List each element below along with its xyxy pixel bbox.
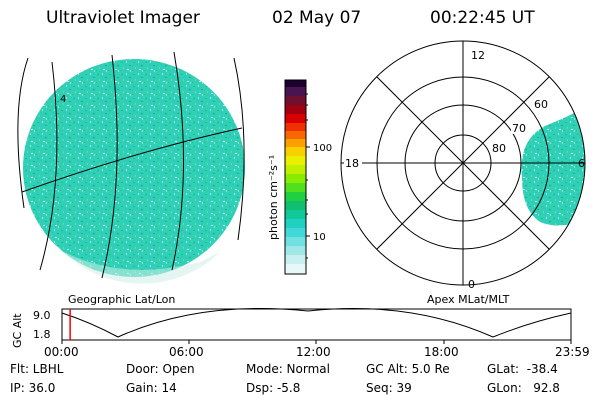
polar-panel-caption: Apex MLat/MLT [427,293,510,306]
instrument-title: Ultraviolet Imager [46,8,200,28]
glon-readout: GLon: 92.8 [487,381,560,395]
gc-alt-readout: GC Alt: 5.0 Re [366,362,450,376]
mlt-label-18: 18 [345,157,359,170]
geo-grid-lines [17,51,245,279]
date-label: 02 May 07 [272,8,362,28]
door-readout: Door: Open [126,362,195,376]
dsp-readout: Dsp: -5.8 [246,381,301,395]
timeline-xtick-1800: 18:00 [424,345,459,359]
colorbar-tick-10: 10 [313,232,326,243]
timeline-xtick-0000: 00:00 [44,345,79,359]
polar-emission-region [521,110,585,226]
gain-readout: Gain: 14 [126,381,177,395]
mlt-label-6: 6 [578,157,585,170]
geo-image-panel: 4 [17,51,245,284]
colorbar-tick-100: 100 [313,143,332,154]
time-label: 00:22:45 UT [430,8,535,28]
lat-label-70: 70 [512,122,526,135]
seq-readout: Seq: 39 [366,381,412,395]
lat-label-80: 80 [492,142,506,155]
mlt-label-12: 12 [471,49,485,62]
altitude-curve [61,307,572,338]
geo-panel-caption: Geographic Lat/Lon [68,293,175,306]
timeline-frame [61,308,572,341]
colorbar: 100 10 photon cm⁻²s⁻¹ [267,79,332,275]
timeline-ytick-low: 1.8 [33,328,51,341]
timeline-xtick-1200: 12:00 [296,345,331,359]
ip-readout: IP: 36.0 [10,381,56,395]
colorbar-unit-label: photon cm⁻²s⁻¹ [267,155,280,240]
timeline-xtick-0600: 06:00 [169,345,204,359]
timeline-xtick-2359: 23:59 [555,345,590,359]
lat-label-60: 60 [534,98,548,111]
geo-emission-disk [23,59,245,277]
altitude-timeline: GC Alt 9.0 1.8 00:00 06:00 12:00 18:00 2… [11,307,590,359]
polar-panel: 12 18 6 0 60 70 80 [340,40,586,291]
mlt-label-0: 0 [468,278,475,291]
geo-marker-label: 4 [60,94,66,105]
geo-disk-limb [50,236,220,284]
filter-readout: Flt: LBHL [10,362,64,376]
mode-readout: Mode: Normal [246,362,330,376]
timeline-axis-label: GC Alt [11,313,24,348]
glat-readout: GLat: -38.4 [487,362,558,376]
timeline-ytick-high: 9.0 [33,309,51,322]
polar-grid [340,40,586,286]
